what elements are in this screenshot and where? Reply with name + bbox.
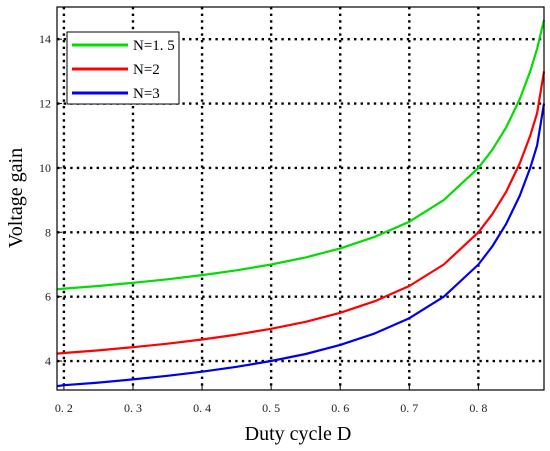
- x-tick-label: 0. 7: [400, 401, 418, 415]
- series-line-2: [56, 71, 546, 355]
- x-tick-label: 0. 5: [262, 401, 280, 415]
- legend: N=1. 5 N=2 N=3: [66, 31, 180, 105]
- y-axis-ticks: 4 6 8 10 12 14: [39, 32, 62, 368]
- x-tick-label: 0. 2: [55, 401, 73, 415]
- y-tick-label: 12: [39, 97, 51, 111]
- y-tick-label: 14: [39, 32, 51, 46]
- x-tick-label: 0. 4: [193, 401, 211, 415]
- series-line-1: [56, 19, 546, 291]
- series-lines: [56, 19, 546, 388]
- y-axis-label: Voltage gain: [5, 148, 27, 248]
- x-tick-label: 0. 3: [124, 401, 142, 415]
- y-tick-label: 6: [45, 290, 51, 304]
- legend-items: N=1. 5 N=2 N=3: [72, 38, 175, 102]
- y-tick-label: 8: [45, 225, 51, 239]
- plot-frame: [56, 6, 545, 391]
- series-line-3: [56, 103, 546, 388]
- legend-label-3: N=3: [133, 86, 160, 102]
- legend-label-1: N=1. 5: [133, 38, 175, 54]
- y-tick-label: 10: [39, 161, 51, 175]
- x-tick-label: 0. 8: [469, 401, 487, 415]
- x-axis-ticks: 0. 2 0. 3 0. 4 0. 5 0. 6 0. 7 0. 8: [55, 385, 487, 415]
- x-axis-label: Duty cycle D: [245, 423, 352, 445]
- x-tick-label: 0. 6: [331, 401, 349, 415]
- legend-label-2: N=2: [133, 62, 160, 78]
- y-tick-label: 4: [45, 354, 51, 368]
